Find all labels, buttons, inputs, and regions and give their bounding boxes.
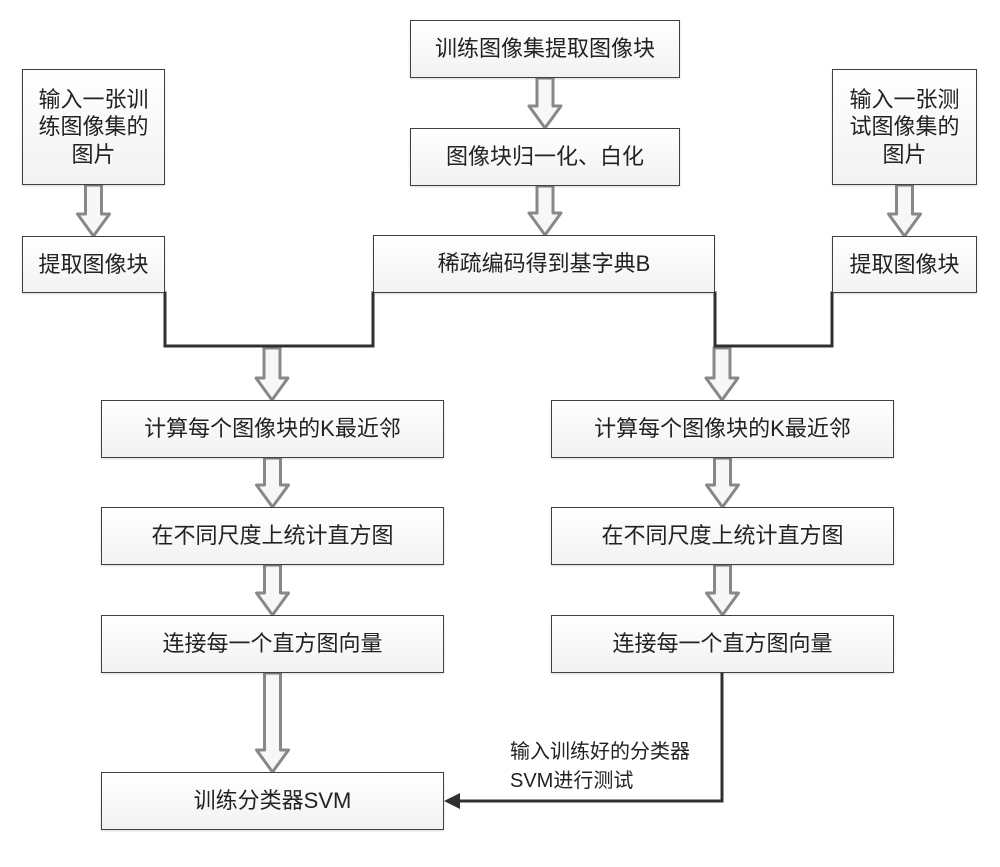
feedback-edge-label: 输入训练好的分类器 SVM进行测试	[510, 735, 690, 793]
node-r_hist: 在不同尺度上统计直方图	[551, 507, 894, 565]
node-top3: 稀疏编码得到基字典B	[373, 235, 715, 293]
node-top1: 训练图像集提取图像块	[410, 20, 680, 78]
node-leftIn: 输入一张训练图像集的图片	[22, 69, 165, 185]
node-l_cat: 连接每一个直方图向量	[101, 615, 444, 673]
node-l_hist: 在不同尺度上统计直方图	[101, 507, 444, 565]
node-rightIn: 输入一张测试图像集的图片	[832, 69, 977, 185]
node-top2: 图像块归一化、白化	[410, 128, 680, 186]
node-l_svm: 训练分类器SVM	[101, 772, 444, 830]
node-rightEx: 提取图像块	[832, 236, 977, 293]
node-l_knn: 计算每个图像块的K最近邻	[101, 400, 444, 458]
flowchart-canvas: 训练图像集提取图像块图像块归一化、白化稀疏编码得到基字典B 输入一张训练图像集的图…	[0, 0, 1000, 867]
node-leftEx: 提取图像块	[22, 236, 165, 293]
node-r_cat: 连接每一个直方图向量	[551, 615, 894, 673]
node-r_knn: 计算每个图像块的K最近邻	[551, 400, 894, 458]
